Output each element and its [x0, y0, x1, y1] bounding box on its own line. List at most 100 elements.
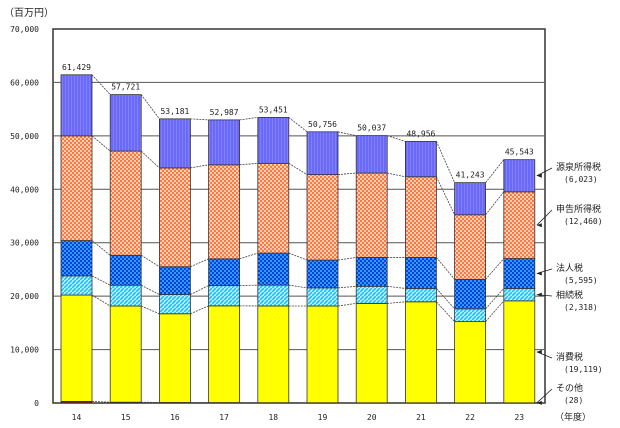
bar-segment-2 [208, 285, 241, 307]
y-tick-label: 30,000 [10, 239, 39, 248]
x-tick-label: 21 [416, 413, 426, 422]
total-label: 41,243 [456, 171, 485, 180]
bar-segment-1 [503, 300, 536, 404]
legend-label: 消費税 [556, 351, 583, 363]
connector-line [485, 258, 505, 280]
x-tick-label: 22 [465, 413, 475, 422]
bar-segment-2 [60, 275, 93, 296]
bar-segment-4 [355, 172, 388, 258]
connector-line [141, 284, 160, 295]
bar-segment-3 [208, 258, 241, 286]
connector-line [190, 305, 209, 315]
bar-segment-5 [208, 119, 241, 166]
legend-label: その他 [556, 382, 583, 394]
connector-line [436, 257, 455, 280]
arrow-head-icon [536, 271, 542, 276]
y-tick-label: 20,000 [10, 292, 39, 301]
bar-segment-1 [158, 313, 191, 403]
connector-line [141, 305, 160, 315]
bar-segment-4 [208, 164, 241, 260]
x-tick-label: 23 [514, 413, 524, 422]
arrow-head-icon [536, 223, 542, 228]
y-tick-label: 60,000 [10, 78, 39, 87]
legend-label: 申告所得税 [556, 203, 601, 215]
connector-line [190, 164, 209, 169]
bar-segment-2 [503, 288, 536, 302]
legend-value: (6,023) [564, 175, 598, 184]
bar-segment-3 [158, 266, 191, 295]
bar-segment-2 [454, 308, 487, 323]
connector-line [140, 150, 160, 169]
x-axis-label: （年度） [555, 411, 591, 423]
connector-line [337, 172, 357, 175]
connector-line [387, 285, 406, 289]
total-label: 50,037 [357, 124, 386, 133]
connector-line [91, 74, 111, 95]
arrow-head-icon [536, 173, 542, 178]
total-label: 45,543 [505, 148, 534, 157]
bar-segment-1 [404, 301, 437, 404]
connector-line [239, 162, 258, 166]
total-label: 50,756 [308, 120, 337, 129]
legend-label: 源泉所得税 [556, 161, 601, 173]
bar-segment-1 [208, 305, 241, 403]
connector-line [239, 252, 258, 260]
total-label: 52,987 [210, 108, 239, 117]
bar-segment-2 [355, 285, 388, 304]
connector-line [288, 252, 308, 261]
bar-segment-3 [503, 258, 536, 289]
bar-segment-2 [158, 294, 191, 315]
legend-value: (2,318) [564, 303, 598, 312]
y-tick-label: 40,000 [10, 185, 39, 194]
y-tick-label: 50,000 [10, 132, 39, 141]
connector-line [436, 141, 455, 183]
total-label: 53,181 [160, 107, 189, 116]
bar-segment-3 [454, 279, 487, 310]
connector-line [91, 135, 111, 152]
y-tick-label: 70,000 [10, 25, 39, 34]
legend-value: (5,595) [564, 276, 598, 285]
arrow-head-icon [536, 292, 542, 297]
bar-segment-1 [355, 303, 388, 404]
bar-segment-3 [109, 254, 142, 286]
connector-line [91, 275, 111, 286]
legend-arrow-line [536, 167, 553, 177]
bar-segment-1 [257, 305, 290, 404]
connector-line [140, 254, 160, 268]
connector-line [485, 300, 505, 322]
total-label: 57,721 [111, 83, 140, 92]
connector-line [337, 257, 357, 261]
connector-line [485, 191, 505, 216]
bar-segment-1 [306, 305, 339, 404]
legend-value: (19,119) [564, 365, 603, 374]
connector-line [337, 131, 357, 137]
legend-arrow-line [536, 351, 553, 359]
bar-segment-5 [454, 182, 487, 216]
connector-line [239, 117, 258, 121]
bar-segment-1 [60, 294, 93, 402]
connector-line [288, 162, 308, 175]
connector-line [485, 288, 505, 310]
bar-segment-4 [60, 135, 93, 241]
bar-segment-1 [454, 321, 487, 404]
bar-segment-5 [404, 141, 437, 178]
bar-segment-2 [404, 288, 437, 303]
arrow-head-icon [536, 349, 542, 354]
connector-line [337, 285, 357, 289]
connector-line [436, 176, 455, 215]
bar-segment-5 [158, 118, 191, 169]
connector-line [288, 117, 308, 133]
legend-label: 法人税 [556, 262, 583, 274]
bar-segment-4 [404, 176, 437, 258]
bar-segment-4 [257, 162, 290, 254]
legend-value: (12,460) [564, 217, 603, 226]
connector-line [91, 400, 111, 403]
connector-line [140, 94, 160, 120]
bar-segment-3 [257, 252, 290, 286]
unit-label: （百万円） [4, 8, 54, 19]
x-tick-label: 18 [268, 413, 278, 422]
legend-label: 相続税 [556, 289, 583, 301]
y-tick-label: 10,000 [10, 346, 39, 355]
bar-segment-3 [306, 259, 339, 289]
x-tick-label: 16 [170, 413, 180, 422]
